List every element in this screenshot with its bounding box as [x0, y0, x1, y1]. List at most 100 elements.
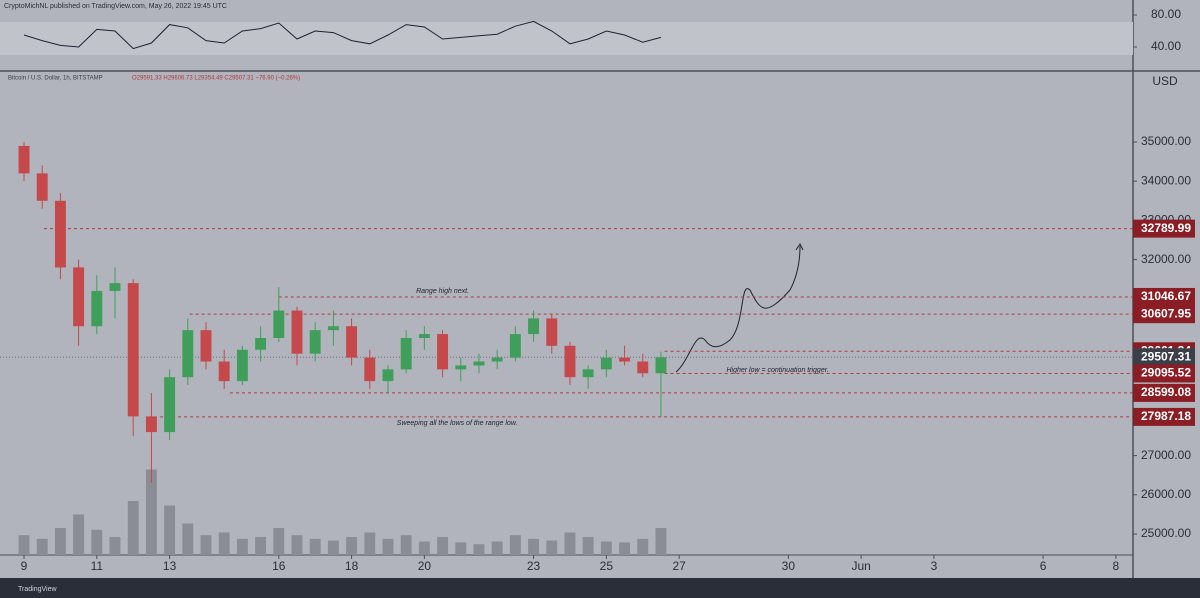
annotation: Higher low = continuation trigger. — [726, 367, 828, 374]
candle-body — [145, 416, 157, 433]
x-tick-label: 8 — [1113, 559, 1120, 573]
level-tag — [1133, 348, 1195, 367]
publisher: CryptoMichNL published on TradingView.co… — [4, 3, 227, 10]
rsi-band — [0, 22, 1133, 55]
volume-bar — [327, 540, 339, 555]
candle-body — [309, 330, 321, 354]
candle-body — [236, 349, 248, 382]
candle-body — [364, 357, 376, 382]
x-tick-label: 23 — [527, 559, 541, 573]
volume-bar — [54, 528, 66, 555]
footer-bar — [0, 578, 1200, 598]
volume-bar — [309, 538, 321, 555]
candle-body — [582, 369, 594, 378]
candle-body — [291, 310, 303, 354]
candle-body — [346, 326, 358, 358]
candle-body — [455, 365, 467, 370]
y-tick-label: 35000.00 — [1141, 134, 1191, 148]
candle-body — [400, 337, 412, 370]
volume-bar — [600, 541, 612, 555]
candle-body — [564, 345, 576, 378]
volume-bar — [236, 538, 248, 555]
rsi-tick-label: 80.00 — [1151, 7, 1181, 21]
candle-body — [600, 357, 612, 370]
candle-body — [619, 357, 631, 362]
x-tick-label: 27 — [672, 559, 686, 573]
volume-bar — [455, 542, 467, 555]
volume-bar — [491, 541, 503, 555]
volume-bar — [200, 535, 212, 555]
volume-bar — [218, 532, 230, 555]
x-tick-label: 13 — [163, 559, 177, 573]
y-tick-label: 25000.00 — [1141, 526, 1191, 540]
level-tag — [1133, 407, 1195, 426]
rsi-tick-label: 40.00 — [1151, 39, 1181, 53]
candle-body — [54, 200, 66, 268]
annotation: Range high next. — [416, 288, 469, 295]
candle-body — [255, 337, 267, 350]
x-tick-label: 16 — [272, 559, 286, 573]
volume-bar — [400, 535, 412, 555]
level-tag — [1133, 305, 1195, 324]
candle-body — [91, 290, 103, 327]
footer-logo: TradingView — [18, 586, 57, 593]
candle-body — [18, 145, 30, 174]
candle-body — [164, 377, 176, 433]
volume-bar — [346, 537, 358, 555]
volume-bar — [127, 501, 139, 555]
candle-body — [637, 361, 649, 374]
volume-bar — [364, 532, 376, 555]
annotation: Sweeping all the lows of the range low. — [397, 420, 518, 427]
candle-body — [273, 310, 285, 338]
volume-bar — [145, 469, 157, 555]
volume-bar — [255, 537, 267, 555]
volume-bar — [91, 529, 103, 555]
volume-bar — [418, 541, 430, 555]
y-tick-label: 26000.00 — [1141, 487, 1191, 501]
volume-bar — [273, 528, 285, 555]
candle-body — [218, 361, 230, 382]
y-tick-label: 34000.00 — [1141, 173, 1191, 187]
volume-bar — [619, 542, 631, 555]
candle-body — [491, 357, 503, 362]
level-tag — [1133, 383, 1195, 402]
volume-bar — [437, 537, 449, 555]
level-label: 29507.31 — [1141, 349, 1191, 363]
candle-body — [73, 267, 85, 327]
candle-body — [109, 283, 121, 291]
y-tick-label: 27000.00 — [1141, 448, 1191, 462]
level-label: 29095.52 — [1141, 366, 1191, 380]
candle-body — [528, 318, 540, 335]
volume-bar — [528, 538, 540, 555]
x-tick-label: 18 — [345, 559, 359, 573]
level-tag — [1133, 219, 1195, 238]
symbol-title: Bitcoin / U.S. Dollar, 1h, BITSTAMP — [8, 76, 103, 82]
volume-bar — [73, 514, 85, 555]
candle-body — [473, 361, 485, 366]
candle-body — [509, 334, 521, 358]
candle-body — [382, 369, 394, 382]
candle-body — [546, 318, 558, 346]
volume-bar — [36, 538, 48, 555]
x-tick-label: 3 — [931, 559, 938, 573]
candle-body — [327, 326, 339, 331]
volume-bar — [109, 537, 121, 555]
candle-body — [127, 283, 139, 417]
volume-bar — [509, 535, 521, 555]
volume-bar — [473, 544, 485, 555]
candle-body — [418, 334, 430, 338]
volume-bar — [382, 538, 394, 555]
candle-body — [200, 330, 212, 362]
level-tag — [1133, 287, 1195, 306]
projection-path — [675, 245, 801, 373]
volume-bar — [182, 523, 194, 555]
level-label: 31046.67 — [1141, 289, 1191, 303]
x-tick-label: 20 — [418, 559, 432, 573]
candle-body — [437, 334, 449, 370]
x-tick-label: 6 — [1040, 559, 1047, 573]
volume-bar — [637, 538, 649, 555]
x-tick-label: Jun — [851, 559, 870, 573]
